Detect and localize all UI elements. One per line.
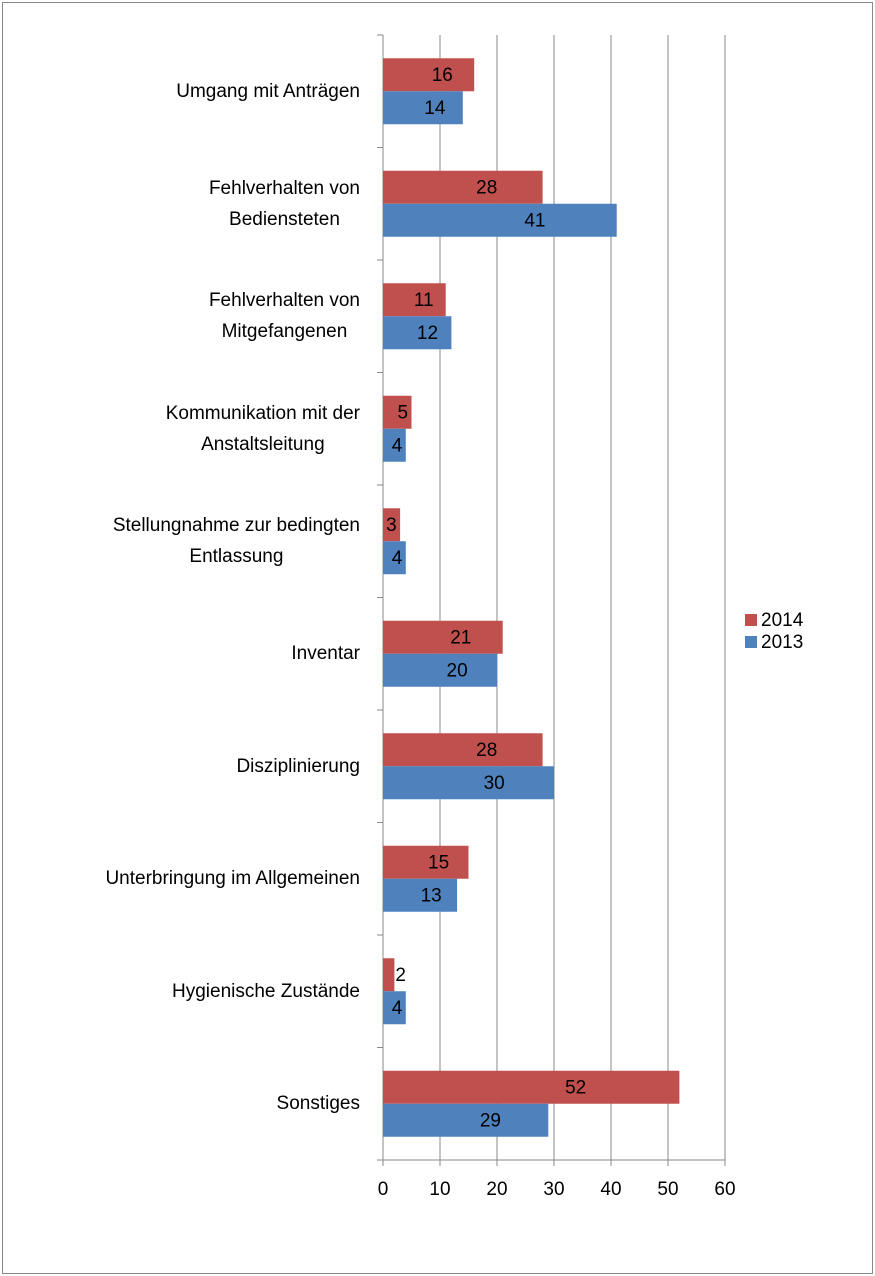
x-tick-label: 30 xyxy=(543,1179,564,1200)
y-tick-label: Unterbringung im Allgemeinen xyxy=(105,868,360,889)
category-label-box: Sonstiges xyxy=(10,1048,360,1160)
category-label-wrap: Sonstiges xyxy=(10,1048,360,1160)
value-label: 4 xyxy=(392,998,403,1019)
legend-swatch xyxy=(745,614,757,626)
category-label-box: Unterbringung im Allgemeinen xyxy=(10,823,360,935)
category-label-wrap: Fehlverhalten von Mitgefangenen xyxy=(10,260,360,372)
bar xyxy=(383,91,463,125)
bar xyxy=(383,541,406,575)
value-label: 21 xyxy=(450,627,471,648)
value-label: 28 xyxy=(476,740,497,761)
bar xyxy=(383,1070,680,1104)
category-label-box: Disziplinierung xyxy=(10,710,360,822)
category-label-wrap: Inventar xyxy=(10,598,360,710)
y-tick-label: Umgang mit Anträgen xyxy=(176,80,360,102)
bar xyxy=(383,733,543,767)
value-label: 2 xyxy=(395,965,406,986)
value-label: 3 xyxy=(386,515,397,536)
category-label-wrap: Hygienische Zustände xyxy=(10,935,360,1047)
category-label-wrap: Disziplinierung xyxy=(10,710,360,822)
category-label-box: Fehlverhalten von Bediensteten xyxy=(10,148,360,260)
x-tick-label: 10 xyxy=(429,1179,450,1200)
y-tick-label: Kommunikation mit der Anstaltsleitung xyxy=(165,402,360,455)
value-label: 15 xyxy=(428,852,449,873)
category-label-box: Stellungnahme zur bedingten Entlassung xyxy=(10,485,360,597)
category-label-wrap: Unterbringung im Allgemeinen xyxy=(10,823,360,935)
value-label: 12 xyxy=(417,323,438,344)
y-tick-label: Sonstiges xyxy=(276,1093,360,1114)
category-label-box: Fehlverhalten von Mitgefangenen xyxy=(10,260,360,372)
category-label-box: Umgang mit Anträgen xyxy=(10,35,360,147)
bar xyxy=(383,203,617,237)
category-label-wrap: Kommunikation mit der Anstaltsleitung xyxy=(10,373,360,485)
category-label-box: Kommunikation mit der Anstaltsleitung xyxy=(10,373,360,485)
x-tick-label: 40 xyxy=(600,1179,621,1200)
value-label: 52 xyxy=(565,1077,586,1098)
value-label: 11 xyxy=(414,290,434,311)
legend-swatch xyxy=(745,636,757,648)
value-label: 20 xyxy=(447,660,468,681)
category-label-box: Hygienische Zustände xyxy=(10,935,360,1047)
x-tick-label: 50 xyxy=(657,1179,678,1200)
x-tick-label: 0 xyxy=(378,1179,389,1200)
legend-label: 2014 xyxy=(761,610,804,631)
value-label: 41 xyxy=(524,210,545,231)
y-tick-label: Hygienische Zustände xyxy=(172,980,360,1002)
value-label: 28 xyxy=(476,177,497,198)
value-label: 13 xyxy=(421,885,442,906)
value-label: 16 xyxy=(432,65,453,86)
bar xyxy=(383,766,554,800)
bar xyxy=(383,395,412,429)
bar xyxy=(383,316,452,350)
value-label: 30 xyxy=(484,773,505,794)
bar xyxy=(383,845,469,879)
category-label-wrap: Umgang mit Anträgen xyxy=(10,35,360,147)
value-label: 4 xyxy=(392,548,403,569)
bar xyxy=(383,428,406,462)
bar xyxy=(383,170,543,204)
y-tick-label: Fehlverhalten von Mitgefangenen xyxy=(208,290,360,342)
bar xyxy=(383,1103,549,1137)
bar xyxy=(383,991,406,1025)
bar xyxy=(383,620,503,654)
bar xyxy=(383,508,401,542)
y-tick-label: Disziplinierung xyxy=(236,755,360,777)
value-label: 5 xyxy=(398,402,409,423)
bar xyxy=(383,58,475,92)
bar xyxy=(383,958,395,992)
category-label-wrap: Stellungnahme zur bedingten Entlassung xyxy=(10,485,360,597)
y-tick-label: Inventar xyxy=(291,643,360,664)
category-label-wrap: Fehlverhalten von Bediensteten xyxy=(10,148,360,260)
y-tick-label: Fehlverhalten von Bediensteten xyxy=(208,177,360,230)
y-tick-label: Stellungnahme zur bedingten Entlassung xyxy=(112,515,360,567)
category-label-box: Inventar xyxy=(10,598,360,710)
legend-label: 2013 xyxy=(761,632,803,653)
bar xyxy=(383,878,458,912)
bar xyxy=(383,283,446,317)
x-tick-label: 20 xyxy=(486,1179,507,1200)
value-label: 14 xyxy=(424,98,446,119)
bar xyxy=(383,653,497,687)
x-tick-label: 60 xyxy=(714,1179,735,1200)
value-label: 4 xyxy=(392,435,403,456)
value-label: 29 xyxy=(480,1110,501,1131)
